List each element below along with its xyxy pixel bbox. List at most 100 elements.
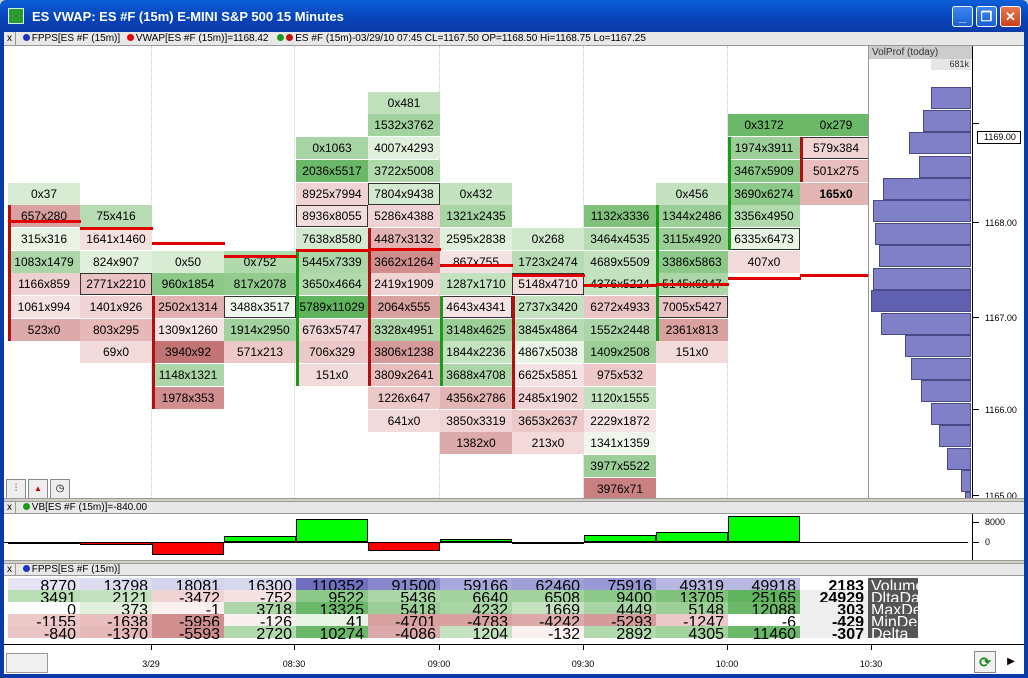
profile-bar <box>931 87 971 109</box>
footprint-cell: 1120x1555 <box>584 386 656 409</box>
footprint-cell: 2502x1314 <box>152 296 224 318</box>
vb-bar <box>656 532 728 542</box>
app-icon <box>8 8 24 24</box>
footprint-cell: 3467x5909 <box>728 159 800 182</box>
xyz-icon[interactable]: ▲ <box>28 479 48 499</box>
footprint-cell: 2485x1902 <box>512 386 584 409</box>
profile-bar <box>947 448 971 470</box>
candle-body-bar <box>728 137 731 250</box>
fpps-row-label: Volume <box>868 578 924 595</box>
fpps-cell: 49319 <box>656 578 728 595</box>
footprint-cell: 1844x2236 <box>440 341 512 364</box>
footprint-cell: 1226x647 <box>368 386 440 409</box>
footprint-cell: 3356x4950 <box>728 205 800 228</box>
time-tick <box>583 645 584 650</box>
fpps-cell: 49918 <box>728 578 800 595</box>
time-axis[interactable]: ⟳ ▶ 3/29 08:30 09:00 09:30 10:00 10:30 <box>4 644 1024 674</box>
footprint-cell: 213x0 <box>512 432 584 455</box>
close-indicator-button[interactable]: x <box>4 32 16 45</box>
profile-bar <box>873 200 971 222</box>
footprint-cell: 2036x5517 <box>296 159 368 182</box>
footprint-cell: 407x0 <box>728 250 800 273</box>
footprint-cell: 1978x353 <box>152 386 224 409</box>
fpps-cell: 4449 <box>584 602 656 619</box>
footprint-cell: 3328x4951 <box>368 318 440 341</box>
fpps-cell: 9522 <box>296 590 368 607</box>
footprint-cell: 4689x5509 <box>584 250 656 273</box>
panel-separator[interactable] <box>4 560 1024 564</box>
fpps-cell: -4701 <box>368 614 440 631</box>
candle-body-bar <box>800 137 803 182</box>
footprint-cell: 867x755 <box>440 250 512 273</box>
price-tick <box>973 222 979 223</box>
profile-bar <box>883 178 971 200</box>
profile-title: VolProf (today) <box>869 46 973 59</box>
footprint-cell: 1344x2486 <box>656 205 728 228</box>
footprint-cell: 1641x1460 <box>80 227 152 250</box>
fpps-panel-label: FPPS[ES #F (15m)] <box>31 564 121 575</box>
footprint-cell: 5445x7339 <box>296 250 368 273</box>
vb-bar <box>728 516 800 542</box>
profile-bar <box>961 470 971 492</box>
footprint-chart[interactable]: ⫶ ▲ ◷ 0x37 657x280 315x316 1083x1479 1166x859 1… <box>4 46 875 500</box>
footprint-cell: 3688x4708 <box>440 364 512 387</box>
footprint-cell: 1148x1321 <box>152 364 224 387</box>
footprint-cell: 3845x4864 <box>512 318 584 341</box>
vb-bar <box>8 542 80 544</box>
fpps-color-icon <box>22 34 30 41</box>
clock-icon[interactable]: ◷ <box>50 479 70 499</box>
vb-bar <box>152 542 224 555</box>
footprint-cell: 803x295 <box>80 318 152 341</box>
vb-bar <box>440 539 512 542</box>
footprint-cell: 1401x926 <box>80 296 152 318</box>
maximize-button[interactable]: ❐ <box>976 6 997 27</box>
minimize-button[interactable]: _ <box>952 6 973 27</box>
candles-icon[interactable]: ⫶ <box>6 479 26 499</box>
close-fpps-button[interactable]: x <box>4 564 16 575</box>
time-tick <box>871 645 872 650</box>
footprint-cell: 3650x4664 <box>296 273 368 296</box>
fpps-label: FPPS[ES #F (15m)] <box>31 33 121 44</box>
vwap-line-segment <box>584 284 657 287</box>
profile-bar <box>911 358 971 380</box>
fpps-cell: -3472 <box>152 590 224 607</box>
fpps-cell: -5956 <box>152 614 224 631</box>
profile-bar <box>873 268 971 290</box>
current-price-tag: 1169.00 <box>977 131 1021 144</box>
footprint-cell: 1532x3762 <box>368 114 440 137</box>
vb-color-icon <box>22 503 30 510</box>
footprint-cell: 4867x5038 <box>512 341 584 364</box>
panel-separator[interactable] <box>4 498 1024 502</box>
close-vb-button[interactable]: x <box>4 502 16 513</box>
profile-bar <box>879 245 971 267</box>
fpps-cell: 10274 <box>296 626 368 643</box>
footprint-cell: 0x456 <box>656 182 728 205</box>
price-axis[interactable]: 1169.00 1168.00 1167.00 1166.00 1165.00 <box>972 46 1024 501</box>
vb-label: VB[ES #F (15m)]=-840.00 <box>31 502 148 513</box>
candle-body-bar <box>368 227 371 387</box>
footprint-cell: 3690x6274 <box>728 182 800 205</box>
footprint-cell: 817x2078 <box>224 273 296 296</box>
info-bar: x FPPS[ES #F (15m)] VWAP[ES #F (15m)]=11… <box>4 32 1024 46</box>
fpps-cell: -752 <box>224 590 296 607</box>
scroll-box[interactable] <box>6 653 48 673</box>
vwap-line-segment <box>800 274 875 277</box>
footprint-cell: 3386x5863 <box>656 250 728 273</box>
vb-bar <box>368 542 440 552</box>
price-label: 1167.00 <box>985 313 1017 323</box>
footprint-cell: 2361x813 <box>656 318 728 341</box>
footprint-cell: 0x268 <box>512 227 584 250</box>
close-button[interactable]: ✕ <box>1000 6 1021 27</box>
fpps-row-label: DltaDay <box>868 590 928 607</box>
window-title: ES VWAP: ES #F (15m) E-MINI S&P 500 15 M… <box>32 9 344 24</box>
footprint-cell: 2595x2838 <box>440 227 512 250</box>
more-button[interactable]: ▶ <box>1007 656 1015 667</box>
price-label: 1168.00 <box>985 218 1017 228</box>
footprint-cell: 5286x4388 <box>368 205 440 228</box>
footprint-cell: 960x1854 <box>152 273 224 296</box>
price-tick <box>973 317 979 318</box>
refresh-button[interactable]: ⟳ <box>974 651 996 673</box>
footprint-cell: 3653x2637 <box>512 409 584 432</box>
footprint-cell: 2419x1909 <box>368 273 440 296</box>
footprint-cell: 657x280 <box>8 205 80 228</box>
